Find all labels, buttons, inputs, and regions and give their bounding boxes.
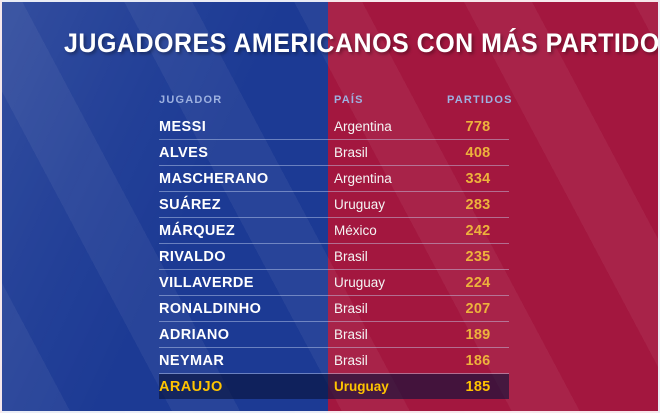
table-row: RONALDINHO Brasil 207 [159,296,509,322]
player-matches: 189 [465,326,491,343]
player-matches: 185 [465,378,491,395]
player-name: RONALDINHO [159,300,262,317]
player-name: SUÁREZ [159,196,222,213]
table-row: VILLAVERDE Uruguay 224 [159,270,509,296]
player-matches: 334 [465,170,491,187]
table-row: SUÁREZ Uruguay 283 [159,192,509,218]
table-row: ARAUJO Uruguay 185 [159,374,509,399]
player-country: Uruguay [334,275,386,290]
player-name: RIVALDO [159,248,226,265]
players-table: JUGADOR PAÍS PARTIDOS MESSI Argentina 77… [159,86,513,399]
player-matches: 242 [465,222,491,239]
player-country: Uruguay [334,197,386,212]
table-row: NEYMAR Brasil 186 [159,348,509,374]
player-country: Brasil [334,145,368,160]
player-country: Brasil [334,249,368,264]
player-matches: 408 [465,144,491,161]
table-body: MESSI Argentina 778 ALVES Brasil 408 MAS… [159,114,509,399]
player-country: Uruguay [334,379,389,394]
table-row: MESSI Argentina 778 [159,114,509,140]
header-pais: PAÍS [334,94,364,106]
player-matches: 186 [465,352,491,369]
table-header-row: JUGADOR PAÍS PARTIDOS [159,86,513,114]
player-matches: 283 [465,196,491,213]
table-row: RIVALDO Brasil 235 [159,244,509,270]
player-name: NEYMAR [159,352,225,369]
player-country: Argentina [334,119,392,134]
player-matches: 207 [465,300,491,317]
player-country: Brasil [334,327,368,342]
player-matches: 224 [465,274,491,291]
player-country: Argentina [334,171,392,186]
table-row: ALVES Brasil 408 [159,140,509,166]
table-row: MASCHERANO Argentina 334 [159,166,509,192]
player-name: ADRIANO [159,326,230,343]
table-row: ADRIANO Brasil 189 [159,322,509,348]
player-country: México [334,223,377,238]
player-country: Brasil [334,353,368,368]
header-jugador: JUGADOR [159,94,223,106]
player-name: VILLAVERDE [159,274,254,291]
player-name: MESSI [159,118,207,135]
header-partidos: PARTIDOS [447,94,513,106]
player-name: ARAUJO [159,378,223,395]
player-matches: 778 [465,118,491,135]
player-country: Brasil [334,301,368,316]
player-matches: 235 [465,248,491,265]
player-name: ALVES [159,144,209,161]
player-name: MASCHERANO [159,170,269,187]
page-title: JUGADORES AMERICANOS CON MÁS PARTIDOS [64,28,660,59]
table-row: MÁRQUEZ México 242 [159,218,509,244]
player-name: MÁRQUEZ [159,222,236,239]
